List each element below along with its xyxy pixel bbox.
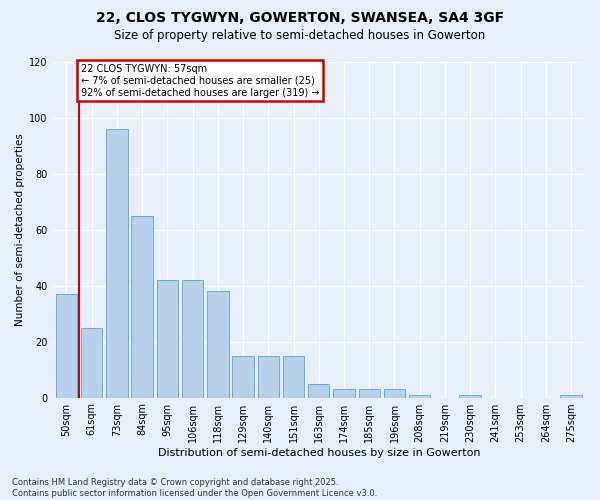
Bar xyxy=(56,294,77,398)
Text: 22 CLOS TYGWYN: 57sqm
← 7% of semi-detached houses are smaller (25)
92% of semi-: 22 CLOS TYGWYN: 57sqm ← 7% of semi-detac… xyxy=(81,64,320,98)
Bar xyxy=(409,395,430,398)
Bar xyxy=(308,384,329,398)
Text: Size of property relative to semi-detached houses in Gowerton: Size of property relative to semi-detach… xyxy=(115,28,485,42)
Bar xyxy=(131,216,153,398)
Bar xyxy=(359,389,380,398)
Bar xyxy=(232,356,254,398)
Bar xyxy=(207,291,229,398)
Bar xyxy=(283,356,304,398)
Bar xyxy=(257,356,279,398)
Text: Contains HM Land Registry data © Crown copyright and database right 2025.
Contai: Contains HM Land Registry data © Crown c… xyxy=(12,478,377,498)
Bar xyxy=(384,389,405,398)
Bar xyxy=(182,280,203,398)
Bar xyxy=(560,395,582,398)
Bar xyxy=(460,395,481,398)
Bar xyxy=(157,280,178,398)
Bar xyxy=(106,128,128,398)
X-axis label: Distribution of semi-detached houses by size in Gowerton: Distribution of semi-detached houses by … xyxy=(158,448,480,458)
Y-axis label: Number of semi-detached properties: Number of semi-detached properties xyxy=(15,133,25,326)
Bar xyxy=(333,389,355,398)
Text: 22, CLOS TYGWYN, GOWERTON, SWANSEA, SA4 3GF: 22, CLOS TYGWYN, GOWERTON, SWANSEA, SA4 … xyxy=(96,11,504,25)
Bar xyxy=(81,328,103,398)
